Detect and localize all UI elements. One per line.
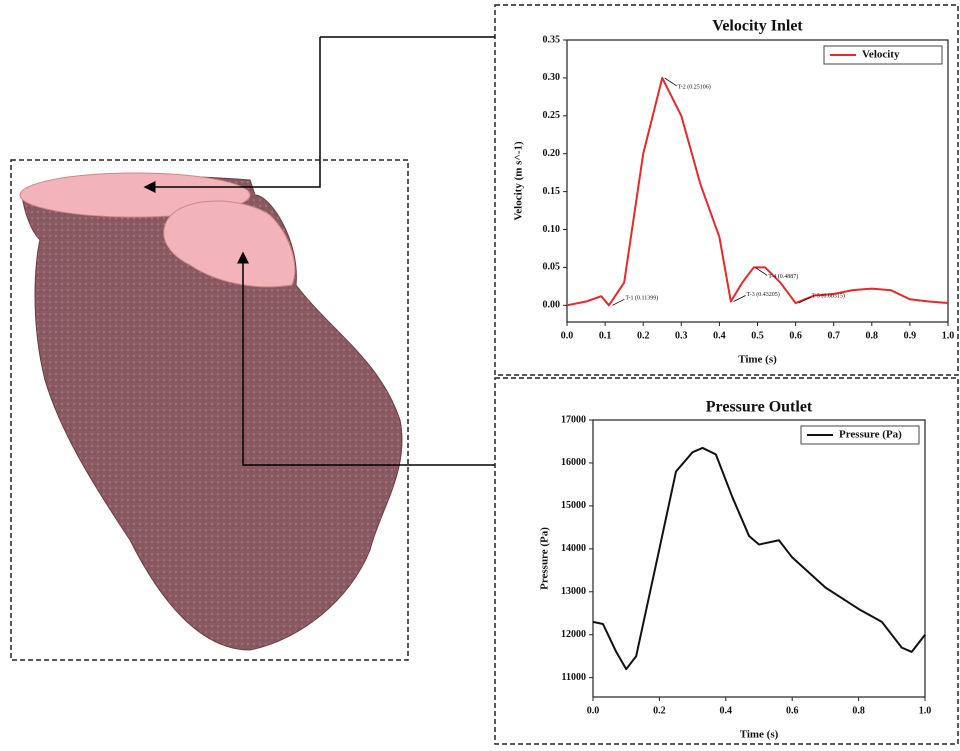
y-tick-label: 0.15 xyxy=(543,186,561,197)
annotation: T-4 (0.4887) xyxy=(768,273,798,280)
x-tick-label: 1.0 xyxy=(942,330,955,341)
annotation: T-2 (0.25106) xyxy=(678,83,711,90)
x-tick-label: 0.2 xyxy=(637,330,650,341)
y-axis-label: Velocity (m s^-1) xyxy=(513,141,525,221)
y-tick-label: 0.25 xyxy=(543,110,561,121)
annotation: T-3 (0.43205) xyxy=(747,291,780,298)
y-tick-label: 14000 xyxy=(561,543,586,554)
annotation-pointer xyxy=(734,296,746,302)
x-tick-label: 0.0 xyxy=(561,330,574,341)
y-tick-label: 0.05 xyxy=(543,262,561,273)
legend-label: Velocity xyxy=(862,49,900,61)
x-tick-label: 0.9 xyxy=(904,330,917,341)
data-line xyxy=(567,78,948,305)
chart-title: Pressure Outlet xyxy=(706,399,813,416)
plot-frame xyxy=(593,420,925,697)
x-tick-label: 1.0 xyxy=(919,705,932,716)
x-tick-label: 0.1 xyxy=(599,330,612,341)
y-axis-label: Pressure (Pa) xyxy=(539,527,551,590)
data-line xyxy=(593,448,925,669)
x-axis-label: Time (s) xyxy=(740,729,779,741)
y-tick-label: 13000 xyxy=(561,586,586,597)
x-tick-label: 0.0 xyxy=(587,705,600,716)
y-tick-label: 0.00 xyxy=(543,300,561,311)
chart-title: Velocity Inlet xyxy=(712,18,803,35)
y-tick-label: 0.10 xyxy=(543,224,561,235)
connector xyxy=(145,37,320,187)
y-tick-label: 0.30 xyxy=(543,72,561,83)
y-tick-label: 11000 xyxy=(562,672,586,683)
x-tick-label: 0.6 xyxy=(789,330,802,341)
x-tick-label: 0.7 xyxy=(827,330,840,341)
annotation-pointer xyxy=(612,299,624,305)
x-tick-label: 0.8 xyxy=(852,705,865,716)
x-tick-label: 0.2 xyxy=(653,705,666,716)
annotation: T-1 (0.11399) xyxy=(625,295,658,302)
x-tick-label: 0.4 xyxy=(713,330,726,341)
annotation: T-5 (0.60315) xyxy=(812,292,845,299)
y-tick-label: 17000 xyxy=(561,414,586,425)
x-tick-label: 0.5 xyxy=(751,330,764,341)
x-tick-label: 0.6 xyxy=(786,705,799,716)
y-tick-label: 0.35 xyxy=(543,34,561,45)
legend-label: Pressure (Pa) xyxy=(839,429,902,441)
x-tick-label: 0.3 xyxy=(675,330,688,341)
figure: Velocity Inlet Time (s) Velocity (m s^-1) 0… xyxy=(0,0,960,746)
x-tick-label: 0.8 xyxy=(866,330,879,341)
y-tick-label: 12000 xyxy=(561,629,586,640)
y-tick-label: 15000 xyxy=(561,500,586,511)
y-tick-label: 16000 xyxy=(561,457,586,468)
heart-model xyxy=(20,173,402,650)
x-tick-label: 0.4 xyxy=(720,705,733,716)
y-tick-label: 0.20 xyxy=(543,148,561,159)
x-axis-label: Time (s) xyxy=(738,354,777,366)
